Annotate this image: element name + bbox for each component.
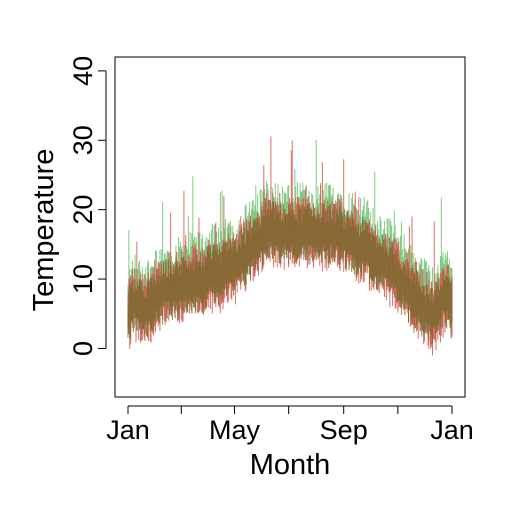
y-tick-label: 40 [68, 56, 98, 86]
y-axis-title: Temperature [28, 149, 60, 312]
overlap-band [127, 199, 453, 345]
x-tick-label: May [209, 415, 261, 445]
x-axis-title: Month [250, 449, 331, 481]
y-tick-label: 10 [68, 264, 98, 294]
y-tick-label: 30 [68, 125, 98, 155]
x-tick-label: Jan [430, 415, 474, 445]
x-tick-label: Sep [320, 415, 368, 445]
x-tick-label: Jan [106, 415, 150, 445]
y-tick-label: 0 [68, 341, 98, 356]
y-axis: 0 10 20 30 40 [68, 56, 107, 356]
x-axis: Jan May Sep Jan [106, 405, 474, 445]
plot-content [127, 136, 453, 356]
plot-frame [114, 56, 466, 398]
y-tick-label: 20 [68, 195, 98, 225]
